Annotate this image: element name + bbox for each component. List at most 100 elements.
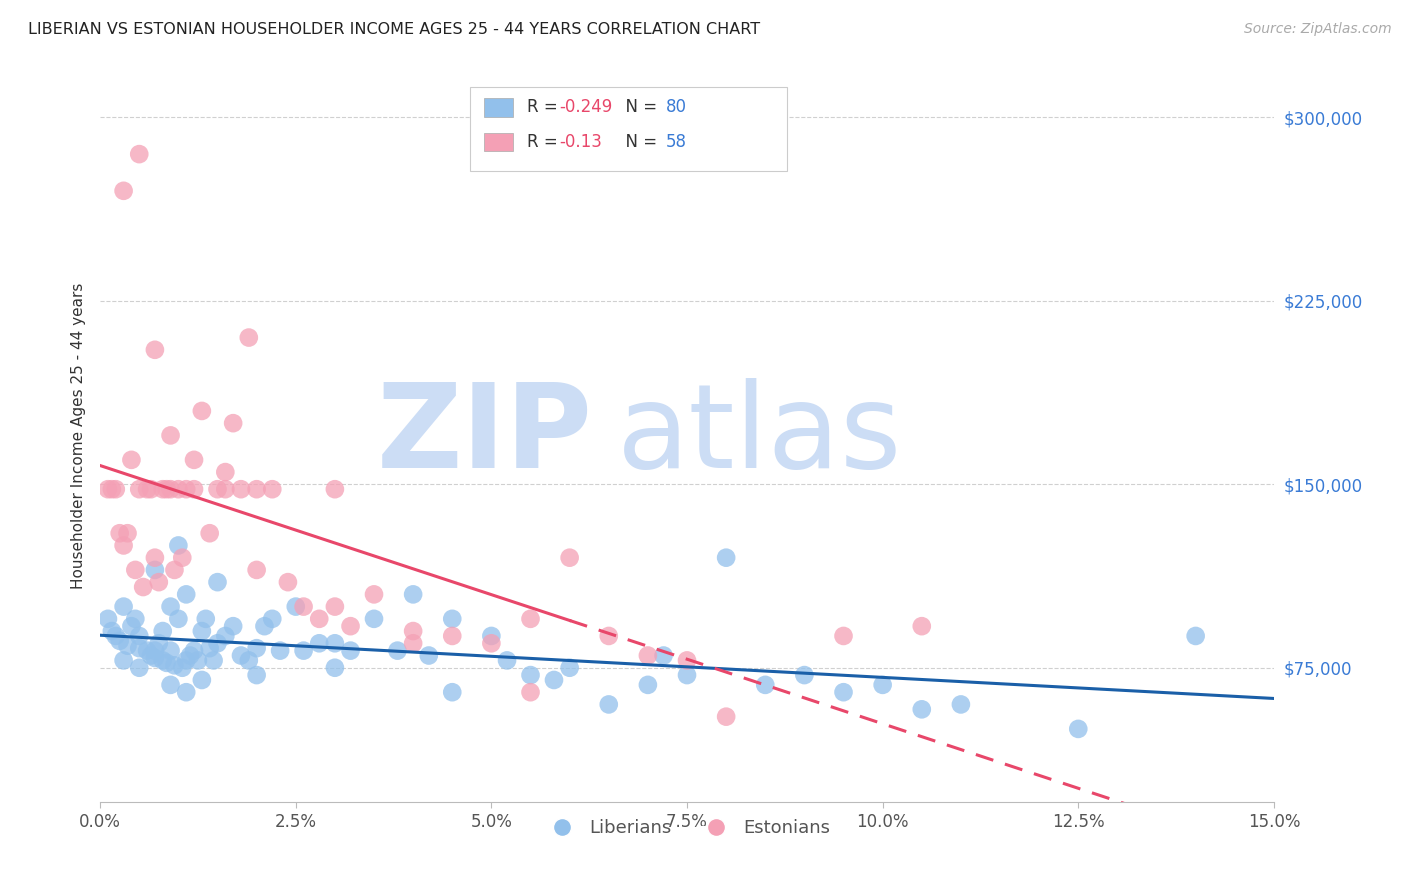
Point bbox=[402, 587, 425, 601]
Y-axis label: Householder Income Ages 25 - 44 years: Householder Income Ages 25 - 44 years bbox=[72, 282, 86, 589]
Point bbox=[97, 482, 120, 496]
Point bbox=[172, 661, 194, 675]
Point bbox=[229, 482, 252, 496]
Point bbox=[124, 563, 146, 577]
Point bbox=[222, 619, 245, 633]
Point bbox=[187, 653, 209, 667]
Point bbox=[308, 636, 330, 650]
Point bbox=[163, 658, 186, 673]
Point bbox=[174, 685, 197, 699]
Point bbox=[139, 648, 162, 663]
Point bbox=[152, 482, 174, 496]
Text: 80: 80 bbox=[666, 98, 688, 117]
Point bbox=[112, 184, 135, 198]
Point bbox=[714, 550, 737, 565]
FancyBboxPatch shape bbox=[484, 98, 513, 117]
Point bbox=[174, 482, 197, 496]
Point bbox=[191, 624, 214, 638]
Point bbox=[120, 619, 142, 633]
Point bbox=[167, 612, 190, 626]
Point bbox=[179, 648, 201, 663]
Text: -0.249: -0.249 bbox=[560, 98, 613, 117]
Point bbox=[269, 643, 291, 657]
Point bbox=[246, 641, 269, 656]
Point bbox=[246, 668, 269, 682]
Point bbox=[143, 651, 166, 665]
Point bbox=[277, 575, 299, 590]
Point bbox=[128, 482, 150, 496]
Point bbox=[183, 643, 205, 657]
Point bbox=[543, 673, 565, 687]
Point bbox=[872, 678, 894, 692]
Point bbox=[97, 612, 120, 626]
Point bbox=[207, 482, 229, 496]
Point bbox=[284, 599, 307, 614]
Point bbox=[143, 550, 166, 565]
Text: 58: 58 bbox=[666, 133, 688, 151]
Point bbox=[183, 482, 205, 496]
Point bbox=[132, 580, 155, 594]
Point bbox=[112, 653, 135, 667]
Point bbox=[143, 563, 166, 577]
Point bbox=[159, 482, 181, 496]
Point bbox=[558, 661, 581, 675]
Point bbox=[152, 624, 174, 638]
Point bbox=[174, 653, 197, 667]
Point bbox=[229, 648, 252, 663]
Point bbox=[222, 416, 245, 430]
Point bbox=[194, 612, 217, 626]
Point bbox=[191, 673, 214, 687]
Point bbox=[172, 550, 194, 565]
Text: R =: R = bbox=[527, 133, 564, 151]
Point bbox=[120, 453, 142, 467]
Point bbox=[101, 482, 124, 496]
Point bbox=[652, 648, 675, 663]
Point bbox=[128, 147, 150, 161]
Text: N =: N = bbox=[616, 133, 662, 151]
Point bbox=[441, 612, 464, 626]
Point bbox=[949, 698, 972, 712]
Point bbox=[124, 612, 146, 626]
Point bbox=[214, 629, 236, 643]
Point bbox=[387, 643, 409, 657]
Point bbox=[253, 619, 276, 633]
Point bbox=[128, 629, 150, 643]
Point bbox=[911, 702, 934, 716]
Point bbox=[117, 526, 139, 541]
Point bbox=[163, 563, 186, 577]
Point bbox=[104, 482, 127, 496]
Point bbox=[136, 643, 159, 657]
Point bbox=[714, 709, 737, 723]
Point bbox=[558, 550, 581, 565]
Point bbox=[139, 482, 162, 496]
Point bbox=[238, 653, 260, 667]
Point bbox=[108, 526, 131, 541]
Point bbox=[159, 643, 181, 657]
Point bbox=[108, 633, 131, 648]
Point bbox=[198, 526, 221, 541]
Legend: Liberians, Estonians: Liberians, Estonians bbox=[537, 812, 838, 845]
Point bbox=[207, 575, 229, 590]
Text: R =: R = bbox=[527, 98, 564, 117]
Point bbox=[183, 453, 205, 467]
Point bbox=[339, 643, 361, 657]
Point bbox=[676, 668, 699, 682]
Point bbox=[363, 612, 385, 626]
Point bbox=[637, 648, 659, 663]
Point bbox=[441, 685, 464, 699]
Text: ZIP: ZIP bbox=[377, 378, 593, 493]
FancyBboxPatch shape bbox=[484, 133, 513, 151]
Point bbox=[156, 482, 179, 496]
Point bbox=[323, 482, 346, 496]
Point bbox=[202, 653, 225, 667]
Point bbox=[1184, 629, 1206, 643]
Point bbox=[598, 629, 620, 643]
Point bbox=[363, 587, 385, 601]
Point bbox=[479, 636, 502, 650]
Text: N =: N = bbox=[616, 98, 662, 117]
Point bbox=[143, 643, 166, 657]
Point bbox=[246, 563, 269, 577]
Point bbox=[793, 668, 815, 682]
Point bbox=[339, 619, 361, 633]
Point bbox=[262, 482, 284, 496]
